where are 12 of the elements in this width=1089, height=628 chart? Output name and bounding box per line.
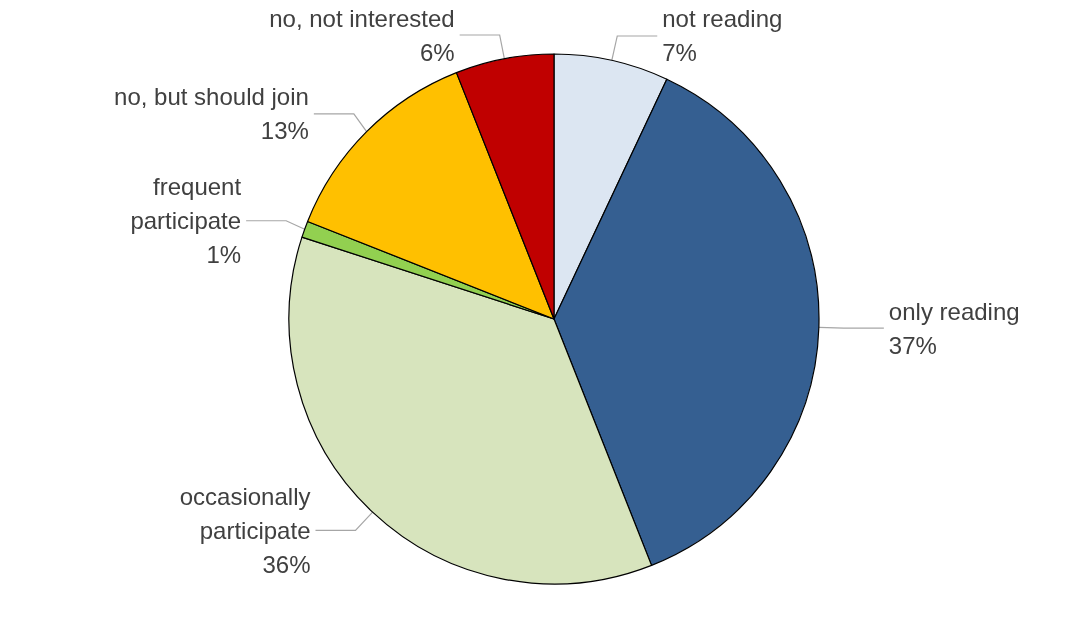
slice-label: no, but should join [114, 83, 309, 111]
slice-label: frequent participate [130, 173, 242, 235]
slice-label: only reading [888, 297, 1020, 325]
data-label: 7% [662, 39, 697, 67]
slice-label: occasionally participate [179, 482, 311, 544]
slice-label: no, not interested [269, 4, 455, 32]
data-label: 13% [260, 117, 309, 145]
slice-label: not reading [662, 5, 783, 33]
data-label: 36% [262, 550, 311, 578]
data-label: 37% [888, 331, 937, 359]
data-label: 6% [419, 38, 455, 66]
data-label: 1% [206, 241, 242, 269]
